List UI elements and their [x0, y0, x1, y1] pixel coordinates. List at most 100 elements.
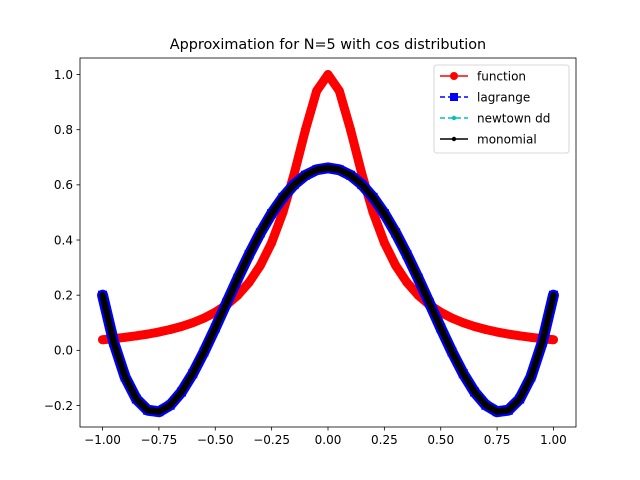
data-point — [337, 167, 342, 172]
data-point — [346, 125, 356, 135]
data-point — [393, 230, 398, 235]
x-tick-label: −1.00 — [84, 433, 121, 447]
data-point — [199, 313, 209, 323]
data-point — [98, 335, 108, 345]
data-point — [190, 371, 195, 376]
legend-marker-function — [450, 72, 458, 80]
data-point — [359, 182, 365, 187]
data-point — [156, 409, 162, 414]
x-tick-label: 0.50 — [427, 433, 454, 447]
data-point — [539, 340, 545, 345]
legend-label-newtown-dd: newtown dd — [477, 111, 550, 125]
data-point — [461, 371, 466, 376]
axes-frame — [79, 57, 577, 428]
x-tick-label: −0.25 — [253, 433, 290, 447]
data-point — [481, 325, 491, 335]
data-point — [415, 276, 421, 281]
y-tick-label: 0.6 — [54, 178, 73, 192]
data-point — [300, 125, 310, 135]
x-tick-label: −0.50 — [197, 433, 234, 447]
data-point — [255, 260, 265, 270]
data-point — [143, 329, 153, 339]
data-point — [145, 407, 150, 413]
data-point — [492, 327, 502, 337]
data-point — [515, 331, 525, 341]
y-tick-label: 0.4 — [54, 233, 73, 247]
x-axis: −1.00 −0.75 −0.50 −0.25 0.00 0.25 0.50 0.75 1.00 — [84, 427, 567, 447]
data-point — [551, 292, 556, 298]
data-point — [517, 396, 522, 402]
y-axis: −0.2 0.0 0.2 0.4 0.6 0.8 1.0 — [44, 68, 80, 413]
data-point — [470, 321, 480, 331]
data-point — [154, 327, 164, 337]
data-point — [323, 70, 333, 80]
legend-marker-newtown-dd — [451, 115, 457, 121]
x-tick-label: 0.75 — [484, 433, 511, 447]
plot-area — [97, 70, 559, 418]
data-point — [404, 252, 410, 257]
chart-title: Approximation for N=5 with cos distribut… — [170, 37, 486, 53]
data-point — [548, 335, 558, 345]
data-point — [213, 325, 218, 331]
x-tick-label: 1.00 — [540, 433, 567, 447]
y-tick-label: 0.2 — [54, 288, 73, 302]
legend-marker-lagrange — [450, 93, 458, 101]
data-point — [165, 325, 175, 335]
data-point — [334, 86, 344, 96]
legend: function lagrange newtown dd monomial — [433, 64, 570, 154]
series-monomial — [99, 164, 557, 415]
data-point — [325, 165, 331, 171]
data-point — [528, 374, 534, 380]
data-point — [314, 167, 319, 172]
legend-label-monomial: monomial — [477, 132, 537, 146]
data-point — [122, 374, 128, 380]
data-point — [235, 276, 241, 281]
data-point — [438, 325, 443, 331]
data-point — [503, 329, 513, 339]
legend-frame — [433, 64, 570, 154]
data-point — [312, 86, 322, 96]
data-point — [526, 332, 536, 342]
data-point — [244, 277, 254, 287]
data-point — [483, 402, 489, 408]
y-tick-label: 0.0 — [54, 344, 73, 358]
data-point — [402, 277, 412, 287]
data-point — [494, 409, 500, 414]
y-tick-label: −0.2 — [44, 399, 73, 413]
data-point — [379, 238, 389, 248]
y-tick-label: 1.0 — [54, 68, 73, 82]
legend-label-function: function — [477, 69, 526, 83]
data-point — [176, 321, 186, 331]
data-point — [258, 230, 263, 235]
data-point — [269, 211, 274, 216]
data-point — [382, 211, 387, 216]
data-point — [458, 318, 468, 328]
data-point — [201, 349, 207, 355]
data-point — [167, 402, 173, 408]
data-point — [134, 396, 139, 402]
data-point — [472, 389, 477, 395]
x-tick-label: 0.25 — [371, 433, 398, 447]
data-point — [224, 300, 229, 306]
x-tick-label: −0.75 — [141, 433, 178, 447]
x-tick-label: 0.00 — [315, 433, 342, 447]
data-point — [131, 331, 141, 341]
data-point — [447, 313, 457, 323]
data-point — [100, 292, 105, 298]
data-point — [370, 195, 376, 200]
data-point — [280, 195, 286, 200]
data-point — [267, 238, 277, 248]
data-point — [427, 300, 432, 306]
legend-label-lagrange: lagrange — [477, 90, 530, 104]
data-point — [506, 407, 511, 413]
data-point — [348, 173, 353, 178]
data-point — [179, 389, 184, 395]
data-point — [246, 252, 252, 257]
data-point — [291, 182, 297, 187]
data-point — [111, 340, 117, 345]
data-point — [449, 349, 455, 355]
y-tick-label: 0.8 — [54, 123, 73, 137]
data-point — [303, 173, 308, 178]
legend-marker-monomial — [451, 136, 457, 142]
